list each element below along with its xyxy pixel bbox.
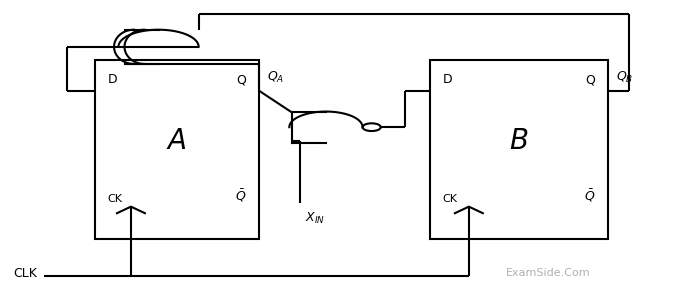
Text: B: B xyxy=(509,126,528,155)
Text: CK: CK xyxy=(108,194,122,204)
Text: ExamSide.Com: ExamSide.Com xyxy=(506,268,591,278)
Text: CK: CK xyxy=(442,194,457,204)
Bar xyxy=(95,60,259,239)
Text: D: D xyxy=(108,73,117,86)
Text: Q: Q xyxy=(236,73,246,86)
Text: Q: Q xyxy=(585,73,595,86)
Text: $\bar{Q}$: $\bar{Q}$ xyxy=(584,187,595,204)
Text: D: D xyxy=(442,73,452,86)
Text: $X_{IN}$: $X_{IN}$ xyxy=(305,210,324,226)
Text: $Q_B$: $Q_B$ xyxy=(616,70,633,85)
Text: $\bar{Q}$: $\bar{Q}$ xyxy=(235,187,246,204)
Text: CLK: CLK xyxy=(13,266,37,280)
Text: A: A xyxy=(167,126,187,155)
Bar xyxy=(430,60,607,239)
Text: $Q_A$: $Q_A$ xyxy=(267,70,284,85)
